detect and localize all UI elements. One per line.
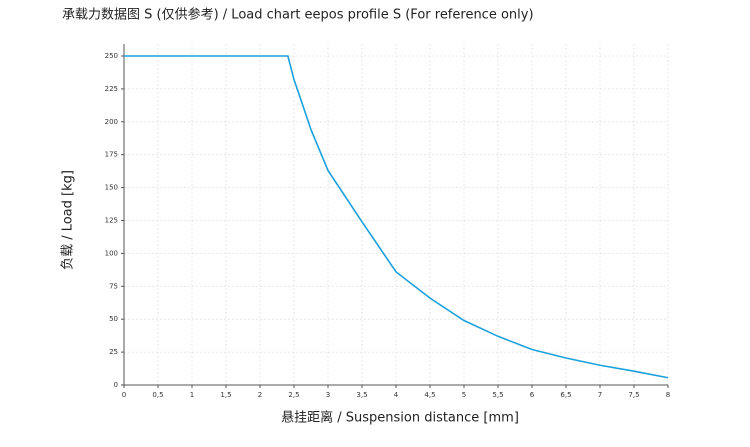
- x-tick-label: 6: [530, 391, 535, 399]
- y-tick-label: 25: [109, 348, 118, 356]
- y-axis-label: 负载 / Load [kg]: [61, 170, 76, 270]
- x-tick-label: 0: [122, 391, 126, 399]
- x-tick-label: 3: [326, 391, 330, 399]
- data-line: [124, 55, 669, 379]
- x-tick-label: 6,5: [560, 391, 571, 399]
- x-tick-label: 2,5: [288, 391, 299, 399]
- y-tick-label: 200: [105, 118, 118, 126]
- x-tick-label: 1: [190, 391, 194, 399]
- y-tick-label: 100: [105, 249, 118, 257]
- y-tick-label: 225: [105, 85, 118, 93]
- x-tick-label: 0,5: [152, 391, 163, 399]
- x-tick-label: 8: [666, 391, 670, 399]
- x-tick-label: 2: [258, 391, 262, 399]
- x-tick-label: 5,5: [492, 391, 503, 399]
- y-tick-label: 50: [109, 315, 118, 323]
- y-tick-label: 150: [105, 184, 118, 192]
- x-tick-label: 4: [394, 391, 399, 399]
- x-tick-label: 7,5: [628, 391, 639, 399]
- y-tick-label: 75: [109, 282, 118, 290]
- y-tick-label: 0: [114, 381, 118, 389]
- x-axis-label: 悬挂距离 / Suspension distance [mm]: [281, 410, 519, 426]
- chart-title: 承载力数据图 S (仅供参考) / Load chart eepos profi…: [62, 7, 534, 23]
- x-tick-label: 5: [462, 391, 466, 399]
- x-tick-label: 3,5: [356, 391, 367, 399]
- y-tick-label: 125: [105, 217, 118, 225]
- x-tick-label: 4,5: [424, 391, 435, 399]
- y-tick-label: 250: [105, 52, 118, 60]
- x-tick-label: 7: [598, 391, 602, 399]
- x-tick-label: 1,5: [220, 391, 231, 399]
- y-tick-label: 175: [105, 151, 118, 159]
